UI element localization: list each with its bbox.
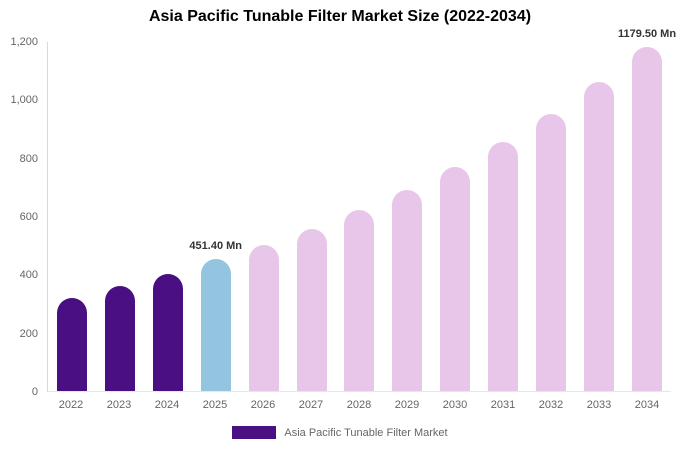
bar-slot-2027 — [288, 42, 336, 391]
x-tick-label-2026: 2026 — [250, 399, 276, 411]
bar-2033 — [584, 82, 615, 391]
bar-slot-2025: 451.40 Mn — [189, 42, 243, 391]
x-tick-label-2034: 2034 — [634, 399, 660, 411]
plot-area: 451.40 Mn 1179.50 Mn — [47, 28, 676, 392]
bar-2028 — [344, 210, 375, 391]
x-tick-label-2033: 2033 — [586, 399, 612, 411]
bar-slot-2032 — [527, 42, 575, 391]
x-tick-label-2025: 2025 — [202, 399, 228, 411]
legend: Asia Pacific Tunable Filter Market — [0, 426, 680, 439]
bar-2027 — [296, 229, 327, 391]
x-tick-label-2027: 2027 — [298, 399, 324, 411]
x-tick-label-2023: 2023 — [106, 399, 132, 411]
chart-title: Asia Pacific Tunable Filter Market Size … — [148, 8, 532, 25]
bar-2023 — [104, 286, 135, 391]
bar-value-label-2034: 1179.50 Mn — [617, 27, 677, 40]
bar-value-label-2025: 451.40 Mn — [189, 240, 243, 253]
x-tick-label-2031: 2031 — [490, 399, 516, 411]
bar-2031 — [488, 141, 519, 391]
y-tick-label-800: 800 — [19, 152, 38, 165]
x-tick-label-2032: 2032 — [538, 399, 564, 411]
y-axis: 0 200 400 600 800 1,000 1,200 — [0, 36, 42, 398]
y-tick-label-0: 0 — [31, 386, 38, 398]
legend-swatch — [232, 426, 277, 439]
bar-slot-2031 — [479, 42, 527, 391]
bar-2029 — [392, 189, 423, 391]
y-tick-label-1200: 1,200 — [10, 36, 38, 48]
bar-slot-2028 — [336, 42, 384, 391]
x-axis-labels: 2022 2023 2024 2025 2026 2027 2028 2029 2030 2031… — [47, 399, 671, 411]
x-tick-label-2022: 2022 — [58, 399, 84, 411]
bar-slot-2030 — [431, 42, 479, 391]
x-tick-label-2030: 2030 — [442, 399, 468, 411]
bar-2025 — [200, 259, 231, 391]
y-tick-label-200: 200 — [19, 327, 38, 340]
bar-2024 — [152, 274, 183, 391]
bar-2026 — [248, 245, 279, 391]
x-tick-label-2024: 2024 — [154, 399, 180, 411]
bar-slot-2022 — [48, 42, 96, 391]
y-tick-label-600: 600 — [19, 211, 38, 223]
bar-slot-2029 — [383, 42, 431, 391]
bar-slot-2026 — [240, 42, 288, 391]
y-tick-label-1000: 1,000 — [10, 94, 38, 107]
bar-2030 — [440, 167, 471, 391]
bar-2032 — [536, 113, 567, 391]
legend-label: Asia Pacific Tunable Filter Market — [284, 426, 448, 439]
bar-2034 — [632, 46, 663, 391]
bar-slot-2034: 1179.50 Mn — [618, 28, 676, 391]
bar-2022 — [56, 297, 87, 391]
bar-slot-2023 — [96, 42, 144, 391]
bar-slot-2033 — [575, 42, 623, 391]
bars-container: 451.40 Mn 1179.50 Mn — [48, 28, 676, 391]
bar-slot-2024 — [144, 42, 192, 391]
x-tick-label-2029: 2029 — [394, 399, 420, 411]
x-tick-label-2028: 2028 — [346, 399, 372, 411]
y-tick-label-400: 400 — [19, 269, 38, 282]
